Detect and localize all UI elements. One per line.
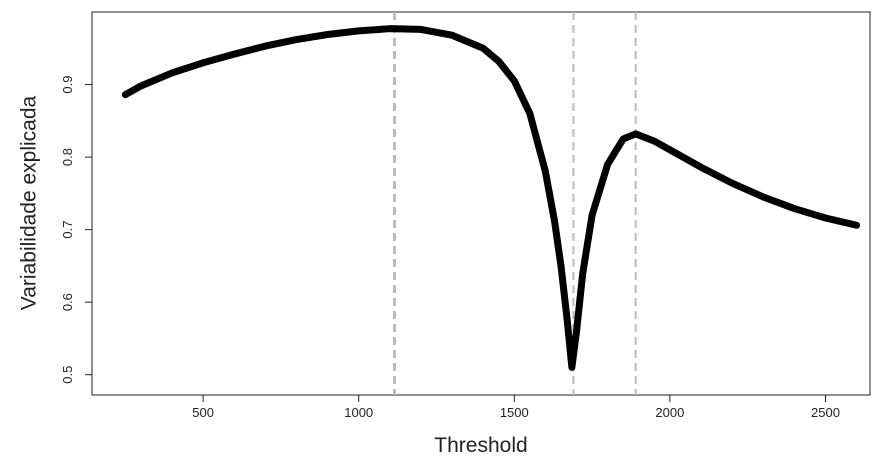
x-axis-label: Threshold	[434, 434, 527, 457]
y-tick-label: 0.5	[60, 366, 75, 384]
y-tick-label: 0.9	[60, 75, 75, 93]
y-tick-label: 0.6	[60, 293, 75, 311]
plot-box	[91, 11, 871, 396]
y-tick-label: 0.7	[60, 221, 75, 239]
x-tick-label: 1000	[344, 405, 373, 420]
x-tick-label: 1500	[500, 405, 529, 420]
y-tick-label: 0.8	[60, 148, 75, 166]
line	[121, 25, 861, 371]
x-tick-label: 2000	[655, 405, 684, 420]
x-tick-label: 500	[192, 405, 214, 420]
y-axis-label: Variabilidade explicada	[18, 95, 41, 310]
x-tick-label: 2500	[811, 405, 840, 420]
